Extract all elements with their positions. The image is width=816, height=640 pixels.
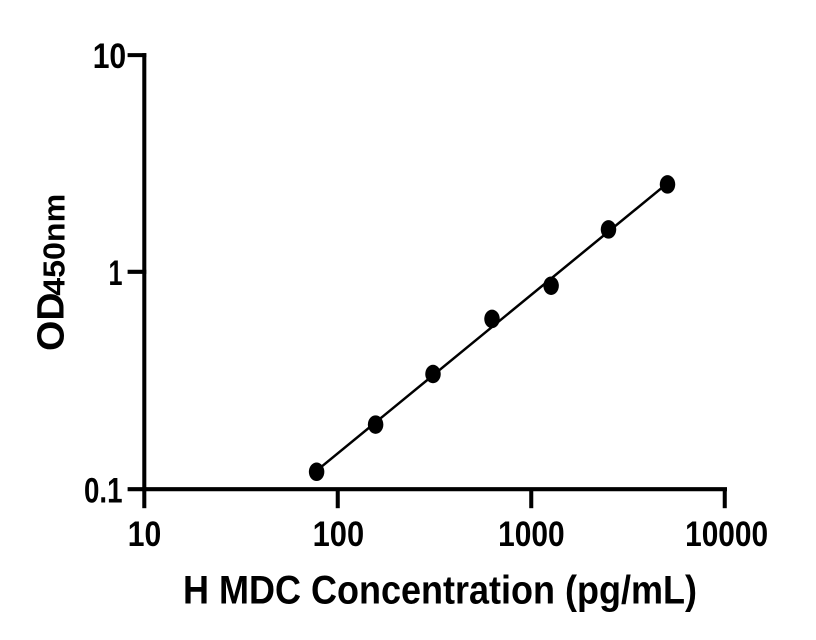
svg-text:1000: 1000 xyxy=(498,515,565,554)
svg-text:10: 10 xyxy=(128,515,162,554)
svg-text:1: 1 xyxy=(109,254,123,293)
svg-text:450nm: 450nm xyxy=(37,194,72,296)
svg-text:10000: 10000 xyxy=(685,515,768,554)
svg-text:100: 100 xyxy=(313,515,365,554)
svg-text:10: 10 xyxy=(93,37,127,76)
svg-text:H MDC Concentration (pg/mL): H MDC Concentration (pg/mL) xyxy=(183,569,697,613)
svg-text:OD: OD xyxy=(31,293,73,352)
svg-text:0.1: 0.1 xyxy=(84,472,123,511)
